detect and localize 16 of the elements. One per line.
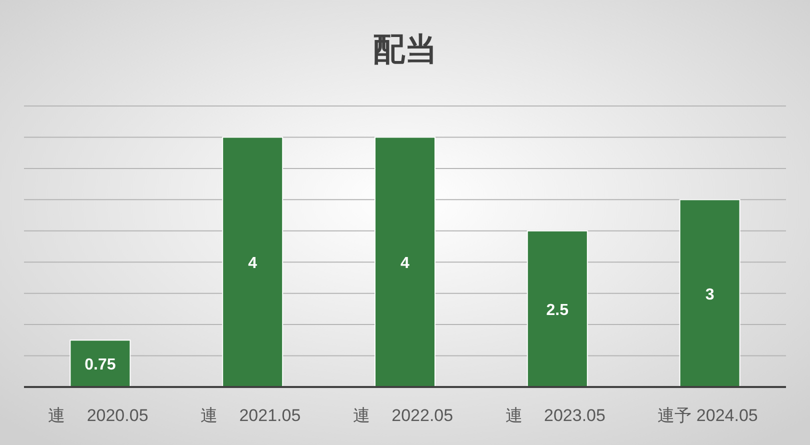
data-label: 0.75 — [84, 356, 116, 374]
bar — [679, 199, 740, 388]
data-label: 3 — [705, 286, 714, 304]
x-tick-label: 連予 2024.05 — [658, 406, 758, 425]
x-tick-label: 連 2021.05 — [200, 406, 301, 425]
bar — [374, 136, 436, 388]
x-tick-label: 連 2020.05 — [48, 406, 148, 425]
data-label: 4 — [248, 255, 258, 272]
chart-title: 配当 — [373, 31, 437, 67]
data-label: 2.5 — [546, 302, 569, 319]
data-label: 4 — [400, 255, 410, 272]
bar — [70, 340, 131, 388]
bar — [222, 136, 284, 388]
x-tick-label: 連 2023.05 — [505, 406, 606, 425]
x-tick-label: 連 2022.05 — [352, 406, 454, 425]
bar — [526, 230, 588, 388]
